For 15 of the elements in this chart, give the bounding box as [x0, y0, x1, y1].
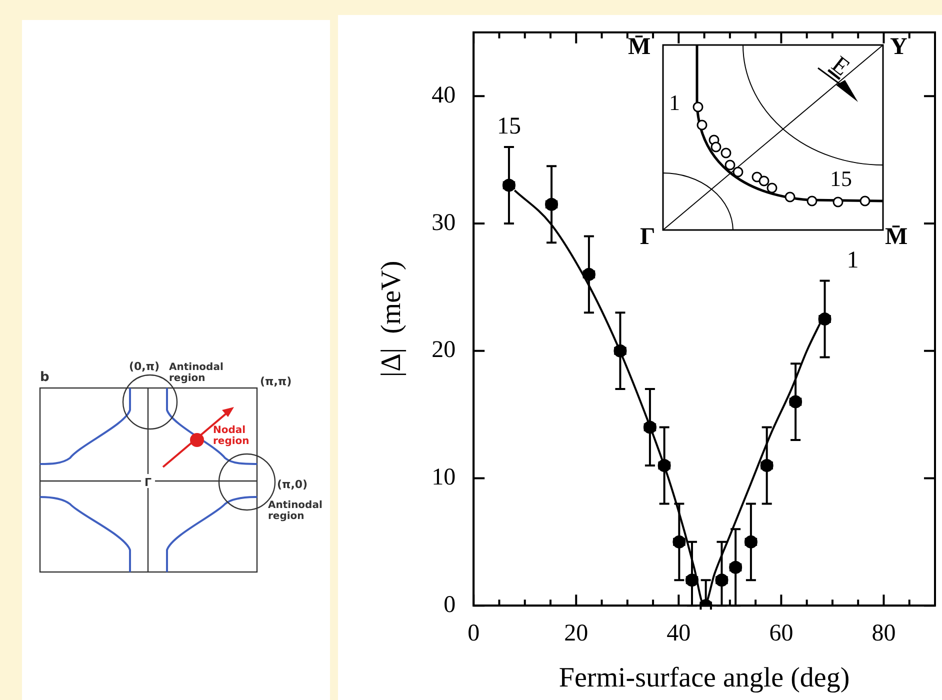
annotation: 1	[846, 247, 859, 274]
x-tick-label: 20	[564, 620, 588, 646]
x-tick-label: 80	[872, 620, 896, 646]
y-axis-title: |Δ| (meV)	[376, 260, 408, 378]
x-tick-label: 0	[468, 620, 480, 646]
y-tick-label: 30	[432, 210, 456, 236]
annotation: 15	[496, 114, 521, 140]
x-tick-label: 40	[666, 620, 691, 646]
y-tick-label: 0	[444, 592, 456, 618]
x-axis-title: Fermi-surface angle (deg)	[558, 662, 850, 694]
y-tick-label: 10	[432, 464, 456, 491]
fermi-surface-diagram: b (0,π) Antinodal region (π,π) Nodal region Γ (π,0) Antinodal region	[39, 360, 322, 573]
y-tick-label: 20	[432, 337, 456, 364]
x-tick-label: 60	[769, 620, 794, 646]
y-tick-label: 40	[432, 82, 456, 108]
